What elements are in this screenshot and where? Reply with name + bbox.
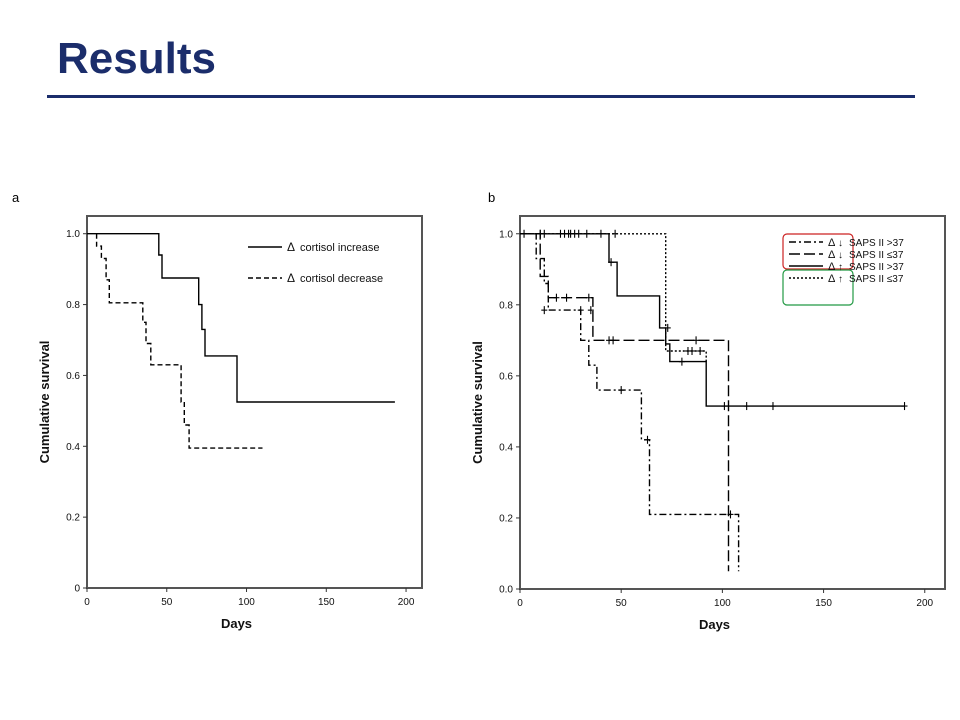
- x-tick-label: 0: [84, 597, 90, 608]
- x-tick-label: 150: [815, 598, 832, 609]
- title-rule: [47, 95, 915, 98]
- legend-highlight-box: [782, 233, 854, 270]
- legend-label: SAPS II ≤37: [849, 274, 904, 285]
- x-axis-label: Days: [699, 617, 730, 632]
- legend-label: cortisol increase: [300, 242, 379, 254]
- legend-delta-symbol: Δ: [828, 237, 836, 249]
- panel-label-b: b: [488, 190, 496, 205]
- y-axis-label: Cumulative survival: [37, 341, 52, 464]
- x-axis-label: Days: [221, 616, 252, 631]
- legend-arrow: ↑: [838, 262, 843, 273]
- legend-delta-symbol: Δ: [287, 240, 295, 254]
- y-tick-label: 0.4: [66, 442, 80, 453]
- y-axis-label: Cumulative survival: [470, 341, 485, 464]
- y-tick-label: 0.2: [499, 513, 513, 524]
- y-tick-label: 0.8: [66, 300, 80, 311]
- y-tick-label: 0.6: [499, 371, 513, 382]
- x-tick-label: 50: [161, 597, 173, 608]
- legend-arrow: ↓: [838, 238, 843, 249]
- plot-frame: [519, 215, 946, 590]
- y-tick-label: 0.8: [499, 300, 513, 311]
- x-tick-label: 100: [238, 597, 255, 608]
- legend-highlight-box: [782, 269, 854, 306]
- y-tick-label: 0.0: [499, 585, 513, 596]
- x-tick-label: 150: [318, 597, 335, 608]
- legend-label: cortisol decrease: [300, 273, 383, 285]
- y-tick-label: 1.0: [499, 229, 513, 240]
- legend-label: SAPS II >37: [849, 238, 904, 249]
- legend-label: SAPS II ≤37: [849, 250, 904, 261]
- legend-arrow: ↓: [838, 250, 843, 261]
- y-tick-label: 1.0: [66, 229, 80, 240]
- y-tick-label: 0.2: [66, 513, 80, 524]
- legend-label: SAPS II >37: [849, 262, 904, 273]
- series-line: [520, 233, 730, 572]
- y-tick-label: 0.4: [499, 442, 513, 453]
- x-tick-label: 50: [616, 598, 628, 609]
- slide-title: Results: [57, 34, 216, 83]
- legend-delta-symbol: Δ: [828, 273, 836, 285]
- y-tick-label: 0: [74, 584, 80, 595]
- y-tick-label: 0.6: [66, 371, 80, 382]
- series-line: [87, 232, 395, 403]
- x-tick-label: 100: [714, 598, 731, 609]
- legend-delta-symbol: Δ: [287, 271, 295, 285]
- series-line: [95, 233, 263, 449]
- legend-delta-symbol: Δ: [828, 261, 836, 273]
- x-tick-label: 200: [916, 598, 933, 609]
- x-tick-label: 200: [398, 597, 415, 608]
- x-tick-label: 0: [517, 598, 523, 609]
- legend-delta-symbol: Δ: [828, 249, 836, 261]
- panel-label-a: a: [12, 190, 20, 205]
- legend-arrow: ↑: [838, 274, 843, 285]
